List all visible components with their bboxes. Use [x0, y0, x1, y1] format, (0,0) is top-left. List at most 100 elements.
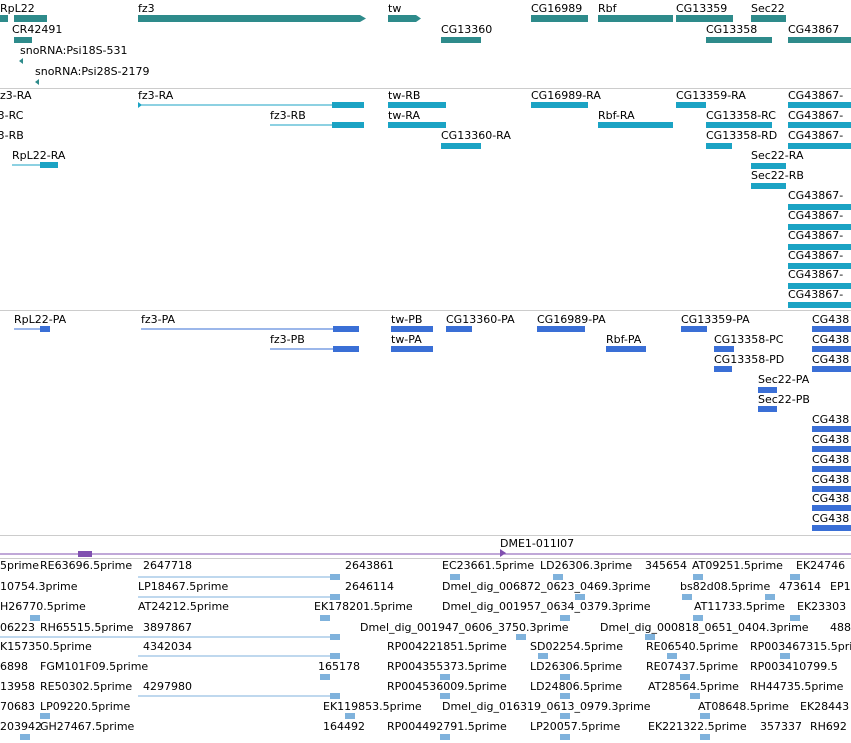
gene-label-sec22[interactable]: Sec22: [751, 2, 785, 15]
protein-label-rbf-pa[interactable]: Rbf-PA: [606, 333, 642, 346]
transcript-track-glyphs[interactable]: [0, 89, 851, 310]
clone-label[interactable]: 4297980: [143, 680, 192, 693]
clone-label[interactable]: LP09220.5prime: [40, 700, 131, 713]
gene-label-cg13358[interactable]: CG13358: [706, 23, 758, 36]
transcript-label-cg43867[interactable]: CG43867-: [788, 209, 844, 222]
gene-label-cr42491[interactable]: CR42491: [12, 23, 63, 36]
clone-label[interactable]: EP1: [830, 580, 851, 593]
protein-label-cg438[interactable]: CG438: [812, 353, 850, 366]
protein-label-cg13359-pa[interactable]: CG13359-PA: [681, 313, 750, 326]
transcript-label-cg43867[interactable]: CG43867-: [788, 129, 844, 142]
clone-label[interactable]: 4342034: [143, 640, 192, 653]
clone-label[interactable]: 5prime: [0, 559, 40, 572]
clone-label[interactable]: Dmel_dig_006872_0623_0469.3prime: [442, 580, 651, 593]
gene-label-tw[interactable]: tw: [388, 2, 402, 15]
clone-label[interactable]: 357337: [760, 720, 802, 733]
clone-label[interactable]: LD26306.5prime: [530, 660, 623, 673]
clone-label[interactable]: RP004492791.5prime: [387, 720, 507, 733]
protein-label-cg438[interactable]: CG438: [812, 512, 850, 525]
gene-label-snorna-psi28s[interactable]: snoRNA:Psi28S-2179: [35, 65, 150, 78]
transcript-label-fz3-ra[interactable]: fz3-RA: [138, 89, 174, 102]
clone-label[interactable]: 488: [830, 621, 851, 634]
clone-label[interactable]: RE50302.5prime: [40, 680, 133, 693]
protein-label-cg438[interactable]: CG438: [812, 433, 850, 446]
protein-label-fz3-pb[interactable]: fz3-PB: [270, 333, 305, 346]
clone-label[interactable]: AT24212.5prime: [138, 600, 229, 613]
clone-label[interactable]: SD02254.5prime: [530, 640, 623, 653]
transcript-label-sec22-rb[interactable]: Sec22-RB: [751, 169, 804, 182]
clone-label[interactable]: RP004355373.5prime: [387, 660, 507, 673]
protein-label-tw-pa[interactable]: tw-PA: [391, 333, 422, 346]
clone-label[interactable]: bs82d08.5prime: [680, 580, 771, 593]
protein-label-cg16989-pa[interactable]: CG16989-PA: [537, 313, 606, 326]
transcript-label-cg43867[interactable]: CG43867-: [788, 229, 844, 242]
gene-label-cg16989[interactable]: CG16989: [531, 2, 583, 15]
transcript-label-sec22-ra[interactable]: Sec22-RA: [751, 149, 804, 162]
protein-label-cg438[interactable]: CG438: [812, 413, 850, 426]
clone-label[interactable]: EK28443: [800, 700, 850, 713]
transcript-label-tw-rb[interactable]: tw-RB: [388, 89, 421, 102]
transcript-label-fz3-rb[interactable]: fz3-RB: [0, 129, 24, 142]
clone-label[interactable]: AT09251.5prime: [692, 559, 783, 572]
clone-label[interactable]: 165178: [318, 660, 360, 673]
transcript-label-cg16989-ra[interactable]: CG16989-RA: [531, 89, 601, 102]
clone-label[interactable]: EK23303: [797, 600, 847, 613]
clone-label[interactable]: RH65515.5prime: [40, 621, 134, 634]
contig-track-glyphs[interactable]: [0, 536, 851, 559]
clone-label[interactable]: 70683: [0, 700, 35, 713]
transcript-label-cg13358-rd[interactable]: CG13358-RD: [706, 129, 778, 142]
clone-label[interactable]: FGM101F09.5prime: [40, 660, 149, 673]
clone-label[interactable]: 2643861: [345, 559, 394, 572]
transcript-label-rpl22-ra[interactable]: RpL22-RA: [12, 149, 66, 162]
clone-label[interactable]: GH27467.5prime: [40, 720, 135, 733]
transcript-label-cg13358-rc[interactable]: CG13358-RC: [706, 109, 776, 122]
transcript-label-cg43867[interactable]: CG43867-: [788, 189, 844, 202]
clone-label[interactable]: 13958: [0, 680, 35, 693]
clone-label[interactable]: Dmel_dig_001947_0606_3750.3prime: [360, 621, 569, 634]
protein-label-cg13360-pa[interactable]: CG13360-PA: [446, 313, 515, 326]
clone-label[interactable]: AT28564.5prime: [648, 680, 739, 693]
gene-label-rpl22[interactable]: RpL22: [0, 2, 35, 15]
clone-label[interactable]: Dmel_dig_000818_0651_0404.3prime: [600, 621, 809, 634]
protein-label-cg438[interactable]: CG438: [812, 313, 850, 326]
protein-label-cg438[interactable]: CG438: [812, 333, 850, 346]
transcript-label-tw-ra[interactable]: tw-RA: [388, 109, 421, 122]
clone-label[interactable]: RH692: [810, 720, 847, 733]
clone-label[interactable]: 345654: [645, 559, 687, 572]
protein-label-fz3-pa[interactable]: fz3-PA: [141, 313, 176, 326]
clone-label[interactable]: 2647718: [143, 559, 192, 572]
clone-label[interactable]: 203942: [0, 720, 42, 733]
protein-label-rpl22-pa[interactable]: RpL22-PA: [14, 313, 67, 326]
gene-label-fz3[interactable]: fz3: [138, 2, 155, 15]
transcript-label-cg13360-ra[interactable]: CG13360-RA: [441, 129, 511, 142]
clone-label[interactable]: RP004536009.5prime: [387, 680, 507, 693]
transcript-label-cg43867[interactable]: CG43867-: [788, 268, 844, 281]
clone-label[interactable]: RP003410799.5: [750, 660, 838, 673]
clone-label[interactable]: LP18467.5prime: [138, 580, 229, 593]
transcript-label-cg43867[interactable]: CG43867-: [788, 109, 844, 122]
protein-label-cg13358-pd[interactable]: CG13358-PD: [714, 353, 785, 366]
protein-label-sec22-pa[interactable]: Sec22-PA: [758, 373, 810, 386]
protein-label-cg13358-pc[interactable]: CG13358-PC: [714, 333, 784, 346]
gene-label-snorna-psi18s[interactable]: snoRNA:Psi18S-531: [20, 44, 128, 57]
clone-label[interactable]: 06223: [0, 621, 35, 634]
clone-label[interactable]: RE06540.5prime: [646, 640, 739, 653]
gene-label-rbf[interactable]: Rbf: [598, 2, 617, 15]
clone-label[interactable]: RP003467315.5pri: [750, 640, 851, 653]
clone-label[interactable]: LP20057.5prime: [530, 720, 621, 733]
protein-label-cg438[interactable]: CG438: [812, 492, 850, 505]
clone-label[interactable]: EK119853.5prime: [323, 700, 422, 713]
protein-label-sec22-pb[interactable]: Sec22-PB: [758, 393, 810, 406]
clone-label[interactable]: LD26306.3prime: [540, 559, 633, 572]
clone-label[interactable]: K157350.5prime: [0, 640, 92, 653]
gene-label-cg13359[interactable]: CG13359: [676, 2, 728, 15]
clone-label[interactable]: 473614: [779, 580, 821, 593]
transcript-label-fz3-rb-top[interactable]: fz3-RB: [270, 109, 306, 122]
clone-label[interactable]: EK178201.5prime: [314, 600, 413, 613]
clone-label[interactable]: EC23661.5prime: [442, 559, 535, 572]
gene-track-glyphs[interactable]: [0, 0, 851, 88]
clone-label[interactable]: EK24746: [796, 559, 846, 572]
transcript-label-cg43867[interactable]: CG43867-: [788, 89, 844, 102]
clone-label[interactable]: RP004221851.5prime: [387, 640, 507, 653]
clone-label[interactable]: Dmel_dig_001957_0634_0379.3prime: [442, 600, 651, 613]
